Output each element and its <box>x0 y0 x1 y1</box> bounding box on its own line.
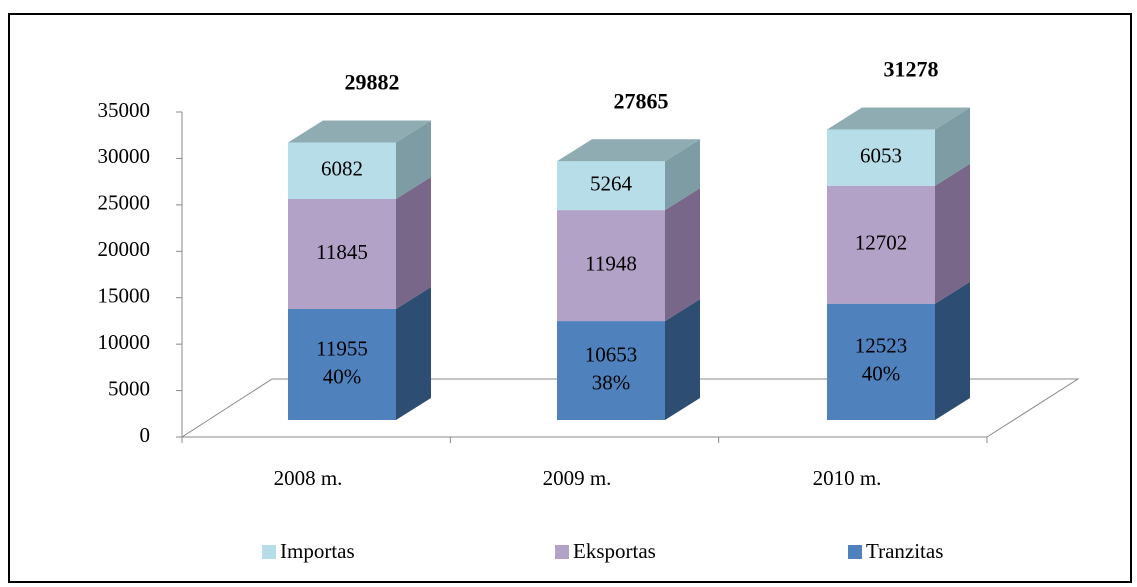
bar-side <box>935 107 970 186</box>
y-tick-label: 35000 <box>98 98 151 122</box>
value-label: 11845 <box>316 240 368 264</box>
value-label: 12523 <box>855 334 908 358</box>
legend-swatch <box>555 545 569 559</box>
y-tick-label: 10000 <box>98 330 151 354</box>
bar-segment <box>827 129 935 186</box>
bar-side <box>396 177 431 309</box>
legend-label: Tranzitas <box>866 539 943 563</box>
bar-segment <box>557 161 665 211</box>
share-label: 38% <box>592 370 631 394</box>
value-label: 6053 <box>860 143 902 167</box>
value-label: 6082 <box>321 157 363 181</box>
y-tick-label: 5000 <box>108 376 150 400</box>
share-label: 40% <box>862 362 901 386</box>
total-label: 27865 <box>614 88 669 113</box>
bar-side <box>665 188 700 322</box>
value-label: 10653 <box>585 342 638 366</box>
bar-side <box>935 281 970 420</box>
bar-top <box>557 139 700 162</box>
bar-segment <box>288 142 396 199</box>
y-tick-label: 15000 <box>98 284 151 308</box>
bar-side <box>935 163 970 304</box>
bar-segment <box>827 185 935 304</box>
value-label: 11955 <box>316 336 368 360</box>
y-tick-label: 30000 <box>98 144 151 168</box>
x-tick-label: 2010 m. <box>813 466 882 490</box>
x-tick-label: 2008 m. <box>274 466 343 490</box>
value-label: 11948 <box>585 251 637 275</box>
bar-side <box>665 299 700 420</box>
share-label: 40% <box>323 364 362 388</box>
y-tick-label: 20000 <box>98 237 151 261</box>
bar-segment <box>557 321 665 420</box>
bar-top <box>288 120 431 143</box>
legend-label: Importas <box>280 539 355 563</box>
bar-segment <box>827 303 935 420</box>
x-tick-label: 2009 m. <box>543 466 612 490</box>
legend-label: Eksportas <box>573 539 656 563</box>
y-tick-label: 0 <box>140 423 151 447</box>
bar-side <box>396 120 431 199</box>
bar-segment <box>288 308 396 420</box>
value-label: 5264 <box>590 172 633 196</box>
bar-top <box>827 107 970 130</box>
bar-side <box>396 286 431 420</box>
total-label: 29882 <box>345 70 400 95</box>
y-tick-label: 25000 <box>98 191 151 215</box>
bar-segment <box>288 199 396 309</box>
legend-swatch <box>848 545 862 559</box>
bar-segment <box>557 210 665 322</box>
legend-swatch <box>262 545 276 559</box>
bar-side <box>665 139 700 211</box>
value-label: 12702 <box>855 231 908 255</box>
total-label: 31278 <box>884 57 939 82</box>
